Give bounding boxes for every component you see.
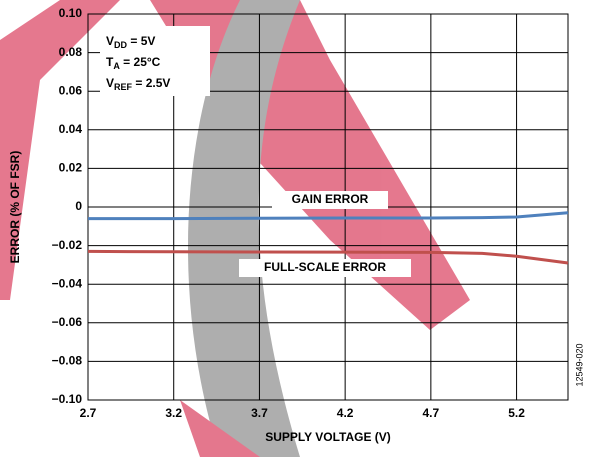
condition-symbol: V [106,34,114,48]
y-tick-label: −0.06 [52,315,83,329]
x-tick-label: 4.2 [337,406,354,420]
y-tick-label: 0.06 [59,83,83,97]
series-label: GAIN ERROR [292,192,369,206]
y-tick-label: 0.08 [59,45,83,59]
condition-symbol: V [106,76,114,90]
y-tick-label: −0.08 [52,354,83,368]
x-tick-label: 2.7 [80,406,97,420]
y-tick-label: −0.10 [52,392,83,406]
y-tick-label: 0 [75,199,82,213]
series-label: FULL-SCALE ERROR [264,260,386,274]
y-tick-label: 0.02 [59,161,83,175]
chart: −0.10 −0.08 −0.06 −0.04 −0.02 0 0.02 0.04 0.06 0.… [0,0,592,457]
figure-id: 12549-020 [574,343,584,386]
x-tick-label: 3.2 [165,406,182,420]
y-axis-title: ERROR (% OF FSR) [8,151,22,264]
condition-subscript: DD [114,40,127,50]
y-tick-label: −0.02 [52,238,83,252]
x-tick-label: 3.7 [251,406,268,420]
condition-value: = 5V [127,34,155,48]
condition-value: = 25°C [120,55,161,69]
y-tick-label: 0.10 [59,6,83,20]
condition-value: = 2.5V [132,76,170,90]
condition-subscript: REF [114,82,133,92]
y-tick-label: −0.04 [52,276,83,290]
condition-label: VDD = 5V [106,34,155,50]
x-tick-label: 4.7 [423,406,440,420]
watermark [0,0,470,457]
x-axis-title: SUPPLY VOLTAGE (V) [265,430,391,444]
y-tick-label: 0.04 [59,122,83,136]
x-tick-label: 5.2 [508,406,525,420]
